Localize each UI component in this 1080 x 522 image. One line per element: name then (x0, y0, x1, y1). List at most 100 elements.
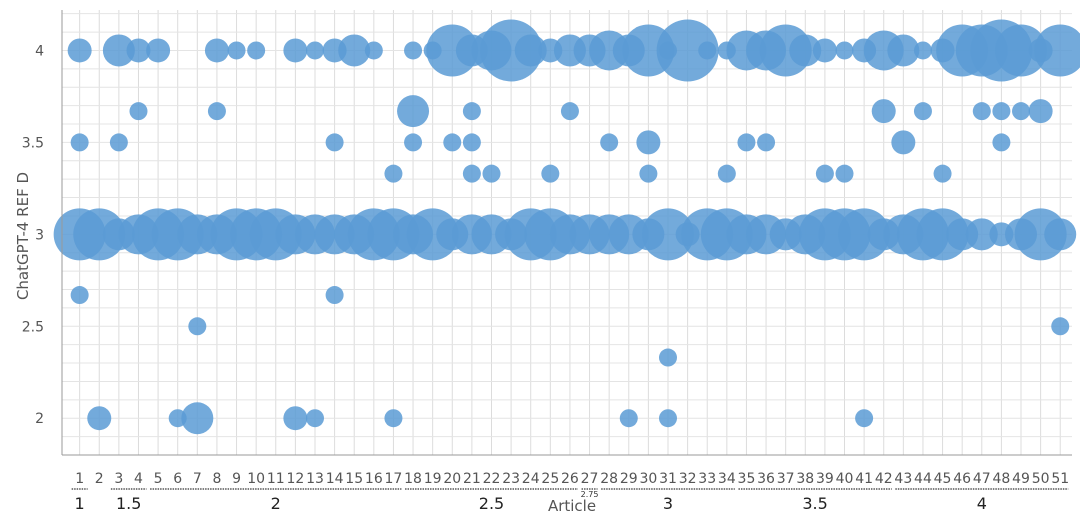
x-tick-label: 40 (836, 471, 854, 487)
x-tick-label: 31 (659, 471, 677, 487)
x-tick-label: 30 (639, 471, 657, 487)
x-tick-label: 25 (541, 471, 559, 487)
group-label: 2 (271, 494, 281, 513)
x-tick-label: 24 (522, 471, 540, 487)
y-tick-label: 4 (35, 43, 44, 59)
bubble-point (126, 38, 151, 63)
y-tick-label: 3.5 (22, 135, 44, 151)
x-axis-label: Article (548, 497, 596, 515)
bubble-point (514, 34, 547, 67)
bubble-point (227, 41, 246, 60)
bubble-point (109, 133, 128, 152)
x-tick-label: 5 (154, 471, 163, 487)
bubble-point (305, 409, 324, 428)
bubble-point (815, 164, 834, 183)
x-tick-label: 8 (212, 471, 221, 487)
x-tick-label: 28 (600, 471, 618, 487)
axes (61, 10, 1072, 456)
bubble-point (757, 133, 776, 152)
bubble-point (87, 406, 112, 431)
x-tick-label: 6 (173, 471, 182, 487)
bubble-point (619, 409, 638, 428)
bubble-point (1012, 102, 1031, 121)
x-tick-labels: 1 2 3 4 5 6 7 8 9 10 11 12 13 14 15 16 17 18 19 20 21 22 23 24 2… (75, 471, 1069, 487)
x-tick-label: 9 (232, 471, 241, 487)
bubble-point (560, 102, 579, 121)
x-tick-label: 37 (777, 471, 795, 487)
x-tick-label: 1 (75, 471, 84, 487)
bubble-point (364, 41, 383, 60)
x-tick-label: 2 (95, 471, 104, 487)
bubble-point (995, 24, 1048, 77)
x-tick-label: 41 (855, 471, 873, 487)
x-tick-label: 7 (193, 471, 202, 487)
bubble-point (207, 102, 226, 121)
x-tick-label: 26 (561, 471, 579, 487)
bubble-point (933, 164, 952, 183)
x-tick-label: 48 (992, 471, 1010, 487)
bubble-point (965, 218, 998, 251)
bubble-point (247, 41, 266, 60)
x-tick-label: 4 (134, 471, 143, 487)
bubble-point (204, 38, 229, 63)
bubble-point (482, 164, 501, 183)
bubble-point (642, 208, 694, 261)
bubble-point (835, 41, 854, 60)
bubble-point (913, 102, 932, 121)
x-tick-label: 33 (698, 471, 716, 487)
x-tick-label: 38 (796, 471, 814, 487)
x-tick-label: 18 (404, 471, 422, 487)
bubble-point (146, 38, 171, 63)
group-label: 3.5 (802, 494, 827, 513)
bubble-point (812, 38, 837, 63)
group-labels: 1 1.5 2 2.5 2.75 3 3.5 4 (71, 488, 1069, 513)
group-label: 1.5 (116, 494, 141, 513)
y-tick-label: 2.5 (22, 319, 44, 335)
x-tick-label: 12 (286, 471, 304, 487)
group-label: 4 (977, 494, 987, 513)
bubble-point (129, 102, 148, 121)
x-tick-label: 10 (247, 471, 265, 487)
bubble-point (404, 133, 423, 152)
bubble-point (338, 34, 371, 67)
bubble-point (1028, 99, 1053, 124)
x-tick-label: 14 (326, 471, 344, 487)
bubble-point (737, 133, 756, 152)
x-tick-label: 21 (463, 471, 481, 487)
bubble-point (855, 409, 874, 428)
x-tick-label: 51 (1051, 471, 1069, 487)
x-tick-label: 35 (738, 471, 756, 487)
bubble-point (325, 133, 344, 152)
bubble-point (835, 164, 854, 183)
bubble-point (283, 38, 308, 63)
group-label: 3 (663, 494, 673, 513)
bubbles (53, 19, 1080, 435)
bubble-point (656, 19, 719, 82)
x-tick-label: 13 (306, 471, 324, 487)
bubble-point (181, 402, 214, 435)
x-tick-label: 34 (718, 471, 736, 487)
bubble-point (102, 34, 135, 67)
x-tick-label: 23 (502, 471, 520, 487)
bubble-point (600, 133, 619, 152)
bubble-point (992, 102, 1011, 121)
bubble-point (891, 130, 916, 155)
bubble-point (462, 133, 481, 152)
bubble-point (541, 164, 560, 183)
bubble-point (283, 406, 308, 431)
group-label: 2.75 (581, 490, 599, 499)
bubble-point (992, 133, 1011, 152)
bubble-point (67, 38, 92, 63)
bubble-point (1051, 317, 1070, 336)
x-tick-label: 17 (385, 471, 403, 487)
x-tick-label: 3 (114, 471, 123, 487)
x-tick-label: 50 (1032, 471, 1050, 487)
x-tick-label: 22 (483, 471, 501, 487)
y-tick-label: 2 (35, 411, 44, 427)
x-tick-label: 32 (679, 471, 697, 487)
x-tick-label: 15 (345, 471, 363, 487)
x-tick-label: 27 (581, 471, 599, 487)
y-tick-labels: 2 2.5 3 3.5 4 (22, 43, 44, 427)
x-tick-label: 36 (757, 471, 775, 487)
